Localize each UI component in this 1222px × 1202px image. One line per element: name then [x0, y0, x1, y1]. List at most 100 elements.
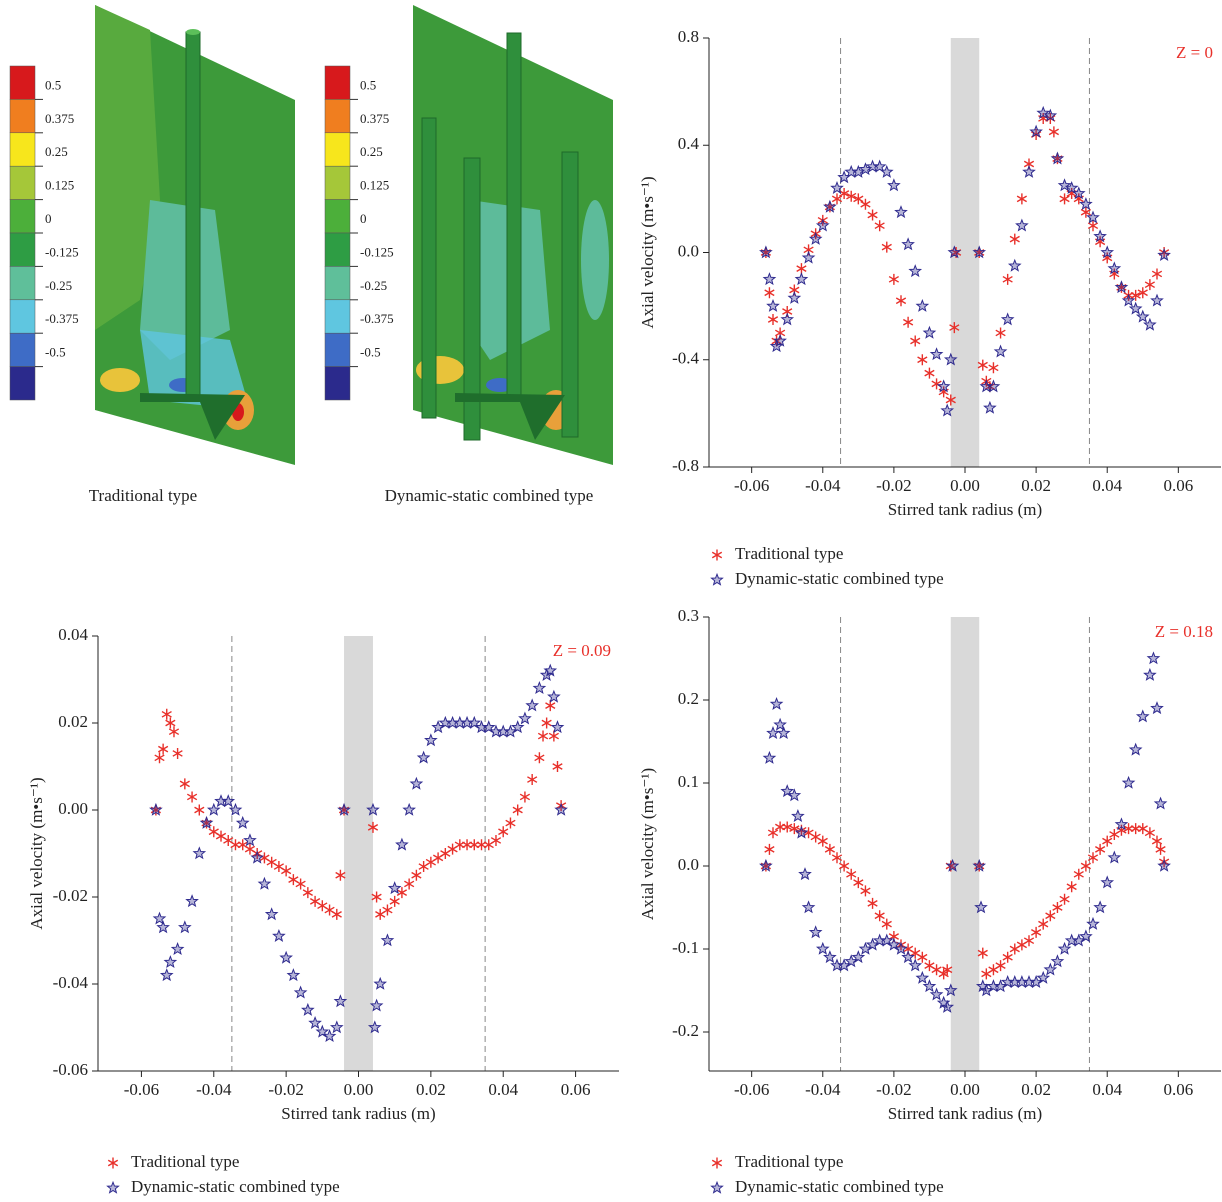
data-point: [978, 948, 988, 959]
colorbar-cell: [10, 200, 35, 233]
colorbar-label: -0.375: [45, 311, 79, 326]
data-point: [519, 713, 530, 723]
data-point: [918, 354, 928, 365]
data-point: [789, 292, 800, 302]
colorbar-cell: [10, 133, 35, 166]
data-point: [1016, 220, 1027, 230]
data-point: [173, 748, 183, 759]
data-point: [375, 909, 385, 920]
data-point: [295, 987, 306, 997]
data-point: [764, 274, 775, 284]
y-tick-label: 0.0: [678, 241, 699, 260]
data-point: [896, 207, 907, 217]
x-tick-label: 0.00: [344, 1080, 374, 1099]
y-tick-label: -0.8: [672, 456, 699, 475]
x-axis-title: Stirred tank radius (m): [888, 500, 1042, 519]
colorbar-label: 0.25: [360, 144, 383, 159]
contour-panel: [413, 5, 613, 465]
legend-label: Dynamic-static combined type: [131, 1177, 340, 1196]
y-tick-label: 0.2: [678, 689, 699, 708]
x-axis-title: Stirred tank radius (m): [888, 1104, 1042, 1123]
data-point: [875, 910, 885, 921]
data-point: [237, 817, 248, 827]
data-point: [542, 718, 552, 729]
data-point: [1038, 919, 1048, 930]
colorbar-label: -0.25: [45, 278, 72, 293]
data-point: [506, 818, 516, 829]
data-point: [868, 898, 878, 909]
colorbar-cell: [325, 200, 350, 233]
data-point: [861, 885, 871, 896]
colorbar-label: -0.125: [360, 244, 394, 259]
data-point: [498, 826, 508, 837]
legend-label: Traditional type: [735, 544, 843, 563]
data-point: [817, 943, 828, 953]
contour-region: [100, 368, 140, 392]
data-point: [771, 698, 782, 708]
data-point: [978, 360, 988, 371]
data-point: [817, 220, 828, 230]
colorbar-cell: [325, 66, 350, 99]
data-point: [1002, 314, 1013, 324]
data-point: [875, 220, 885, 231]
data-point: [520, 791, 530, 802]
data-point: [910, 265, 921, 275]
data-point: [1148, 653, 1159, 663]
data-point: [1144, 669, 1155, 679]
data-point: [372, 892, 382, 903]
data-point: [470, 839, 480, 850]
data-point: [195, 805, 205, 816]
data-point: [1145, 279, 1155, 290]
data-point: [552, 722, 563, 732]
data-point: [1031, 927, 1041, 938]
data-point: [995, 346, 1006, 356]
colorbar-label: 0: [45, 211, 52, 226]
data-point: [996, 960, 1006, 971]
y-tick-label: 0.8: [678, 27, 699, 46]
data-point: [984, 402, 995, 412]
data-point: [782, 314, 793, 324]
data-point: [418, 752, 429, 762]
legend-marker: [712, 1182, 723, 1192]
data-point: [903, 317, 913, 328]
data-point: [1145, 827, 1155, 838]
data-point: [303, 887, 313, 898]
data-point: [768, 314, 778, 325]
legend-marker: [108, 1182, 119, 1192]
data-point: [1109, 852, 1120, 862]
colorbar-cell: [10, 367, 35, 400]
data-point: [404, 804, 415, 814]
figure: 0.50.3750.250.1250-0.125-0.25-0.375-0.5T…: [0, 0, 1222, 1202]
data-point: [996, 327, 1006, 338]
colorbar-cell: [325, 333, 350, 366]
y-tick-label: 0.1: [678, 772, 699, 791]
data-point: [982, 968, 992, 979]
y-tick-label: -0.1: [672, 938, 699, 957]
y-axis-title: Axial velocity (m•s⁻¹): [638, 176, 657, 328]
annotation: Z = 0: [1176, 43, 1213, 62]
x-tick-label: 0.04: [1092, 476, 1122, 495]
x-tick-label: 0.02: [1021, 476, 1051, 495]
x-tick-label: 0.04: [1092, 1080, 1122, 1099]
data-point: [433, 852, 443, 863]
x-tick-label: -0.06: [124, 1080, 159, 1099]
legend-marker: [712, 550, 722, 561]
data-point: [903, 239, 914, 249]
data-point: [425, 735, 436, 745]
shaded-band: [951, 617, 979, 1071]
data-point: [1060, 894, 1070, 905]
caption: Traditional type: [89, 486, 197, 505]
data-point: [896, 295, 906, 306]
colorbar-label: 0.375: [360, 111, 389, 126]
data-point: [267, 857, 277, 868]
data-point: [1009, 260, 1020, 270]
data-point: [161, 970, 172, 980]
y-tick-label: 0.4: [678, 134, 700, 153]
data-point: [534, 682, 545, 692]
data-point: [924, 327, 935, 337]
x-tick-label: 0.02: [1021, 1080, 1051, 1099]
data-point: [1102, 877, 1113, 887]
data-point: [412, 870, 422, 881]
data-point: [889, 274, 899, 285]
data-point: [765, 287, 775, 298]
